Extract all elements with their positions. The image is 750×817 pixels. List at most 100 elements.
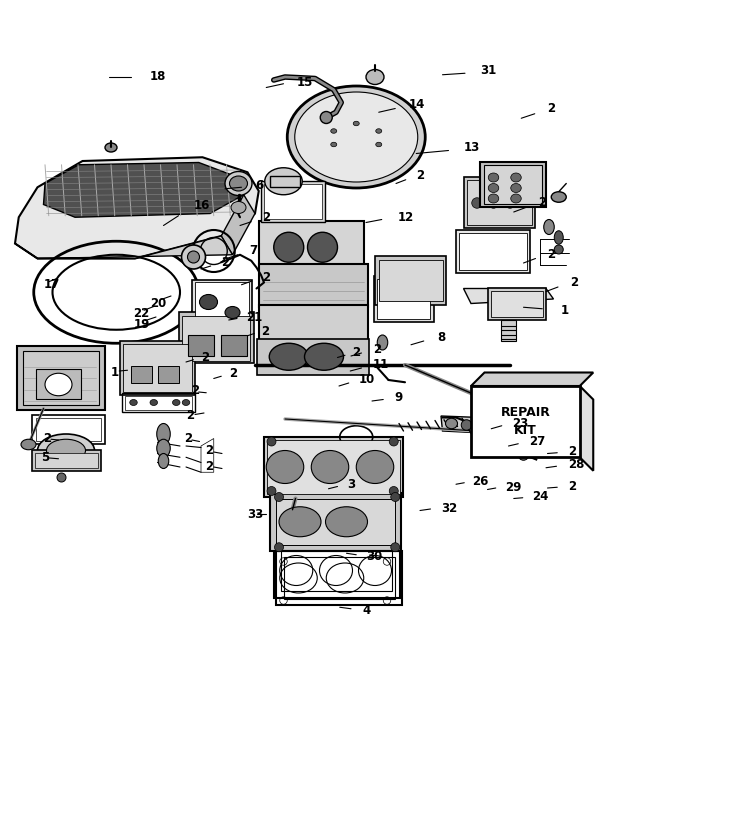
Ellipse shape	[230, 176, 248, 191]
Bar	[259, 221, 364, 266]
Bar	[490, 292, 543, 317]
Bar	[36, 369, 81, 400]
Text: 2: 2	[261, 325, 269, 338]
Ellipse shape	[356, 450, 394, 484]
Bar	[36, 418, 100, 440]
Ellipse shape	[511, 194, 521, 203]
Bar	[124, 396, 192, 410]
Text: 23: 23	[512, 417, 529, 430]
Text: 29: 29	[505, 480, 521, 493]
Bar	[459, 233, 526, 270]
Polygon shape	[464, 288, 554, 303]
Text: 2: 2	[570, 276, 578, 289]
Bar	[158, 367, 178, 383]
Ellipse shape	[279, 507, 321, 537]
Ellipse shape	[376, 129, 382, 133]
Polygon shape	[441, 416, 536, 453]
Text: 9: 9	[394, 391, 403, 404]
Ellipse shape	[554, 230, 563, 244]
Ellipse shape	[266, 450, 304, 484]
Bar	[32, 450, 100, 471]
Text: 21: 21	[246, 311, 262, 324]
Text: 28: 28	[568, 458, 584, 471]
Ellipse shape	[267, 486, 276, 495]
Bar	[267, 440, 400, 494]
Bar	[182, 315, 250, 360]
Polygon shape	[471, 373, 593, 386]
Ellipse shape	[326, 507, 368, 537]
Bar	[274, 543, 400, 597]
Ellipse shape	[269, 343, 308, 370]
Text: 2: 2	[201, 351, 209, 364]
Ellipse shape	[157, 440, 170, 458]
Bar	[123, 344, 192, 392]
Bar	[466, 181, 532, 225]
Ellipse shape	[182, 400, 190, 405]
Text: 32: 32	[441, 502, 458, 515]
Ellipse shape	[21, 440, 36, 449]
Text: 2: 2	[548, 248, 556, 261]
Ellipse shape	[182, 245, 206, 269]
Ellipse shape	[225, 306, 240, 319]
Ellipse shape	[130, 400, 137, 405]
Ellipse shape	[473, 424, 484, 435]
Text: 1: 1	[561, 305, 569, 318]
Text: REPAIR
KIT: REPAIR KIT	[500, 406, 550, 437]
Text: 11: 11	[373, 359, 389, 372]
Text: 2: 2	[262, 212, 271, 225]
Bar	[456, 230, 530, 274]
Bar	[22, 350, 99, 405]
Bar	[379, 260, 442, 301]
Ellipse shape	[295, 92, 418, 182]
Text: 2: 2	[352, 346, 361, 359]
Bar	[270, 493, 401, 551]
Ellipse shape	[150, 400, 158, 405]
Text: 2: 2	[206, 444, 214, 457]
Bar	[120, 341, 195, 395]
Text: 2: 2	[538, 197, 547, 209]
Ellipse shape	[188, 251, 200, 263]
Ellipse shape	[511, 184, 521, 193]
Text: 6: 6	[255, 179, 263, 192]
Text: 2: 2	[229, 368, 237, 381]
Ellipse shape	[544, 220, 554, 234]
Text: 22: 22	[134, 307, 150, 320]
Text: 10: 10	[358, 373, 375, 386]
Bar	[34, 453, 98, 468]
Text: 2: 2	[184, 432, 193, 445]
Polygon shape	[15, 157, 259, 258]
Ellipse shape	[554, 245, 563, 254]
Ellipse shape	[391, 542, 400, 551]
Polygon shape	[44, 163, 244, 217]
Ellipse shape	[488, 194, 499, 203]
Bar	[220, 335, 247, 356]
Text: 8: 8	[437, 332, 446, 345]
Ellipse shape	[377, 335, 388, 350]
Ellipse shape	[551, 192, 566, 203]
Bar	[130, 367, 152, 383]
Bar	[376, 279, 430, 319]
Ellipse shape	[376, 142, 382, 147]
Bar	[501, 320, 516, 341]
Text: 26: 26	[472, 475, 489, 488]
Bar	[261, 181, 325, 222]
Bar	[264, 437, 403, 497]
Ellipse shape	[505, 198, 515, 208]
Text: 5: 5	[41, 451, 50, 464]
Ellipse shape	[172, 400, 180, 405]
Text: 16: 16	[194, 199, 210, 212]
Text: 12: 12	[398, 211, 414, 224]
Text: 2: 2	[262, 270, 271, 283]
Bar	[264, 185, 322, 220]
Text: 2: 2	[186, 409, 194, 422]
Ellipse shape	[518, 449, 529, 460]
Text: 18: 18	[150, 70, 166, 83]
Text: 15: 15	[296, 76, 313, 89]
Text: 13: 13	[464, 141, 480, 154]
Text: 19: 19	[134, 318, 150, 331]
Bar	[464, 177, 535, 229]
Polygon shape	[15, 236, 232, 258]
Bar	[276, 498, 395, 545]
Text: 3: 3	[347, 479, 355, 492]
Bar	[480, 163, 546, 208]
